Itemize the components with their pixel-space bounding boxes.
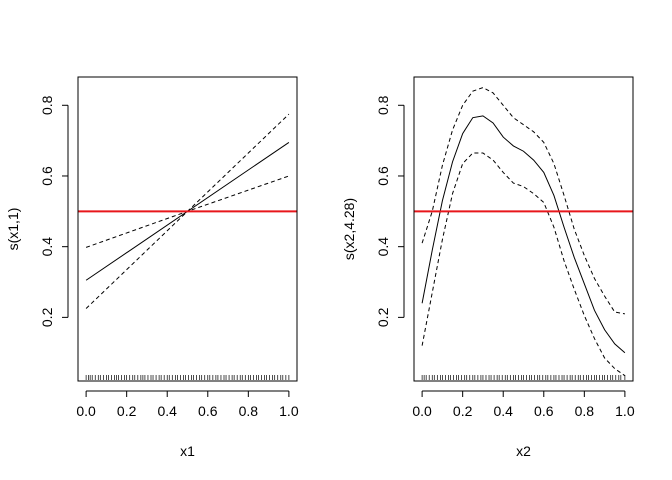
confidence-band-line-1 xyxy=(421,87,625,315)
y-tick-label: 0.4 xyxy=(39,237,55,257)
x-tick-label: 0.6 xyxy=(198,403,218,419)
x-tick-label: 1.0 xyxy=(615,403,635,419)
plot-frame xyxy=(413,76,634,382)
smooth-estimate-line xyxy=(421,115,626,354)
y-axis-title: s(x1,1) xyxy=(5,208,21,251)
y-tick-label: 0.4 xyxy=(375,237,391,257)
y-axis-title: s(x2,4.28) xyxy=(341,198,357,260)
y-tick-label: 0.2 xyxy=(39,307,55,327)
confidence-band-line-2 xyxy=(421,152,626,377)
x-tick-label: 0.6 xyxy=(534,403,554,419)
x-tick-label: 1.0 xyxy=(279,403,299,419)
y-tick-label: 0.8 xyxy=(375,95,391,115)
plot-frame xyxy=(77,76,298,382)
panel-1: 0.0 0.2 0.4 0.6 0.8 1.0 0.2 0.4 0.6 0.8 x1 s(x1,1) xyxy=(5,76,299,459)
x-tick-label: 0.2 xyxy=(117,403,137,419)
x-tick-label: 0.0 xyxy=(76,403,96,419)
y-tick-label: 0.8 xyxy=(39,95,55,115)
x-tick-label: 0.2 xyxy=(453,403,473,419)
x-axis-title: x1 xyxy=(180,443,195,459)
x-tick-label: 0.4 xyxy=(157,403,177,419)
x-tick-label: 0.8 xyxy=(575,403,595,419)
x-axis-title: x2 xyxy=(516,443,531,459)
x-tick-label: 0.0 xyxy=(412,403,432,419)
x-tick-label: 0.4 xyxy=(493,403,513,419)
panel-2: 0.0 0.2 0.4 0.6 0.8 1.0 0.2 0.4 0.6 0.8 x2 s(x2,4.2… xyxy=(341,76,635,459)
y-tick-label: 0.6 xyxy=(39,166,55,186)
y-tick-label: 0.2 xyxy=(375,307,391,327)
y-tick-label: 0.6 xyxy=(375,166,391,186)
x-tick-label: 0.8 xyxy=(239,403,259,419)
